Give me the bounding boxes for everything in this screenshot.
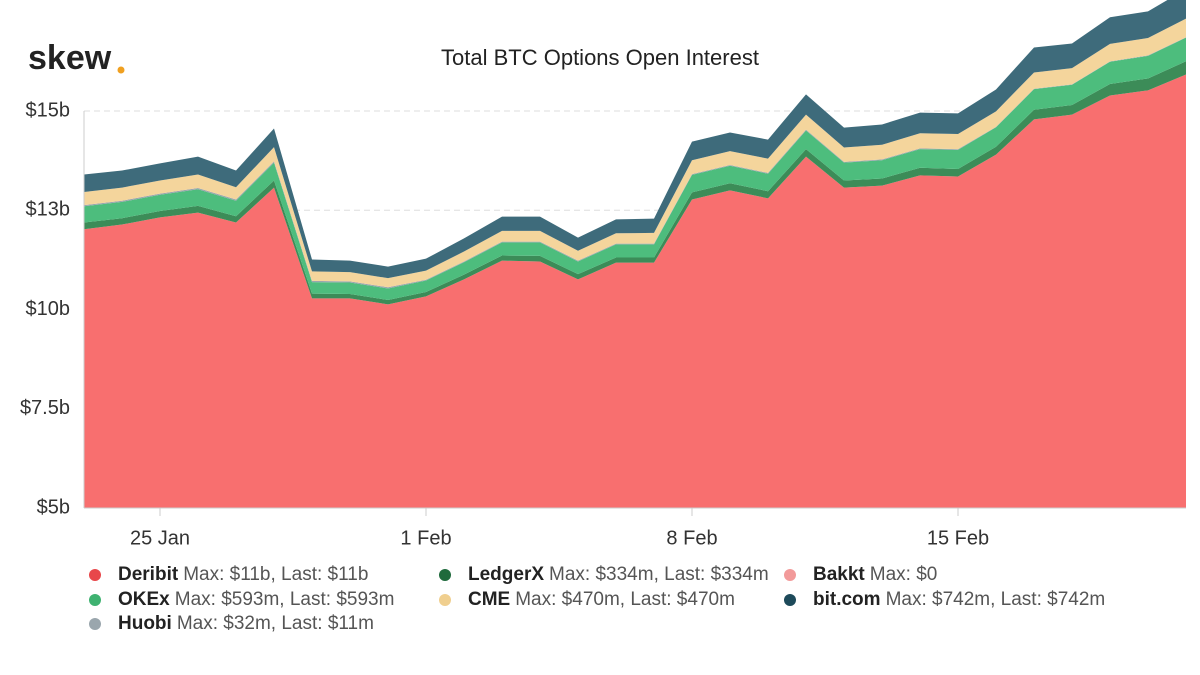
legend-item: Deribit Max: $11b, Last: $11b — [89, 564, 368, 585]
y-tick-label: $13b — [26, 199, 71, 221]
legend-name: OKEx — [118, 589, 170, 610]
legend-item: CME Max: $470m, Last: $470m — [439, 589, 735, 610]
legend-detail: Max: $334m, Last: $334m — [549, 564, 769, 585]
legend-name: Deribit — [118, 564, 179, 585]
legend-text: Huobi Max: $32m, Last: $11m — [118, 613, 374, 634]
legend-item: Huobi Max: $32m, Last: $11m — [89, 613, 374, 634]
legend-text: OKEx Max: $593m, Last: $593m — [118, 589, 394, 610]
x-tick-label: 25 Jan — [130, 527, 190, 549]
legend-text: CME Max: $470m, Last: $470m — [468, 589, 735, 610]
legend-marker — [439, 594, 451, 606]
legend-detail: Max: $593m, Last: $593m — [175, 589, 395, 610]
area — [84, 0, 1186, 279]
legend-item: OKEx Max: $593m, Last: $593m — [89, 589, 394, 610]
legend-item: Bakkt Max: $0 — [784, 564, 937, 585]
legend-name: LedgerX — [468, 564, 544, 585]
legend-text: LedgerX Max: $334m, Last: $334m — [468, 564, 769, 585]
logo: skew — [28, 39, 112, 77]
x-tick-label: 1 Feb — [400, 527, 451, 549]
legend-detail: Max: $742m, Last: $742m — [886, 589, 1106, 610]
legend-name: Huobi — [118, 613, 172, 634]
area — [84, 74, 1186, 508]
logo-dot — [117, 66, 125, 74]
legend-item: LedgerX Max: $334m, Last: $334m — [439, 564, 769, 585]
area — [84, 37, 1186, 300]
legend-detail: Max: $470m, Last: $470m — [515, 589, 735, 610]
legend-marker — [89, 569, 101, 581]
legend-marker — [784, 594, 796, 606]
area — [84, 18, 1186, 288]
legend-marker — [89, 594, 101, 606]
legend-detail: Max: $0 — [870, 564, 938, 585]
legend-marker — [784, 569, 796, 581]
chart-title: Total BTC Options Open Interest — [441, 45, 759, 70]
legend-marker — [439, 569, 451, 581]
legend-name: CME — [468, 589, 510, 610]
y-tick-label: $7.5b — [20, 397, 70, 419]
x-tick-label: 15 Feb — [927, 527, 989, 549]
legend-text: Deribit Max: $11b, Last: $11b — [118, 564, 368, 585]
y-tick-label: $5b — [37, 496, 70, 518]
legend-detail: Max: $32m, Last: $11m — [177, 613, 374, 634]
legend-text: Bakkt Max: $0 — [813, 564, 937, 585]
legend-detail: Max: $11b, Last: $11b — [183, 564, 368, 585]
legend-marker — [89, 618, 101, 630]
y-tick-label: $10b — [26, 298, 71, 320]
legend-name: Bakkt — [813, 564, 865, 585]
legend-text: bit.com Max: $742m, Last: $742m — [813, 589, 1105, 610]
legend-name: bit.com — [813, 589, 881, 610]
legend-item: bit.com Max: $742m, Last: $742m — [784, 589, 1105, 610]
y-tick-label: $15b — [26, 99, 71, 121]
x-tick-label: 8 Feb — [666, 527, 717, 549]
